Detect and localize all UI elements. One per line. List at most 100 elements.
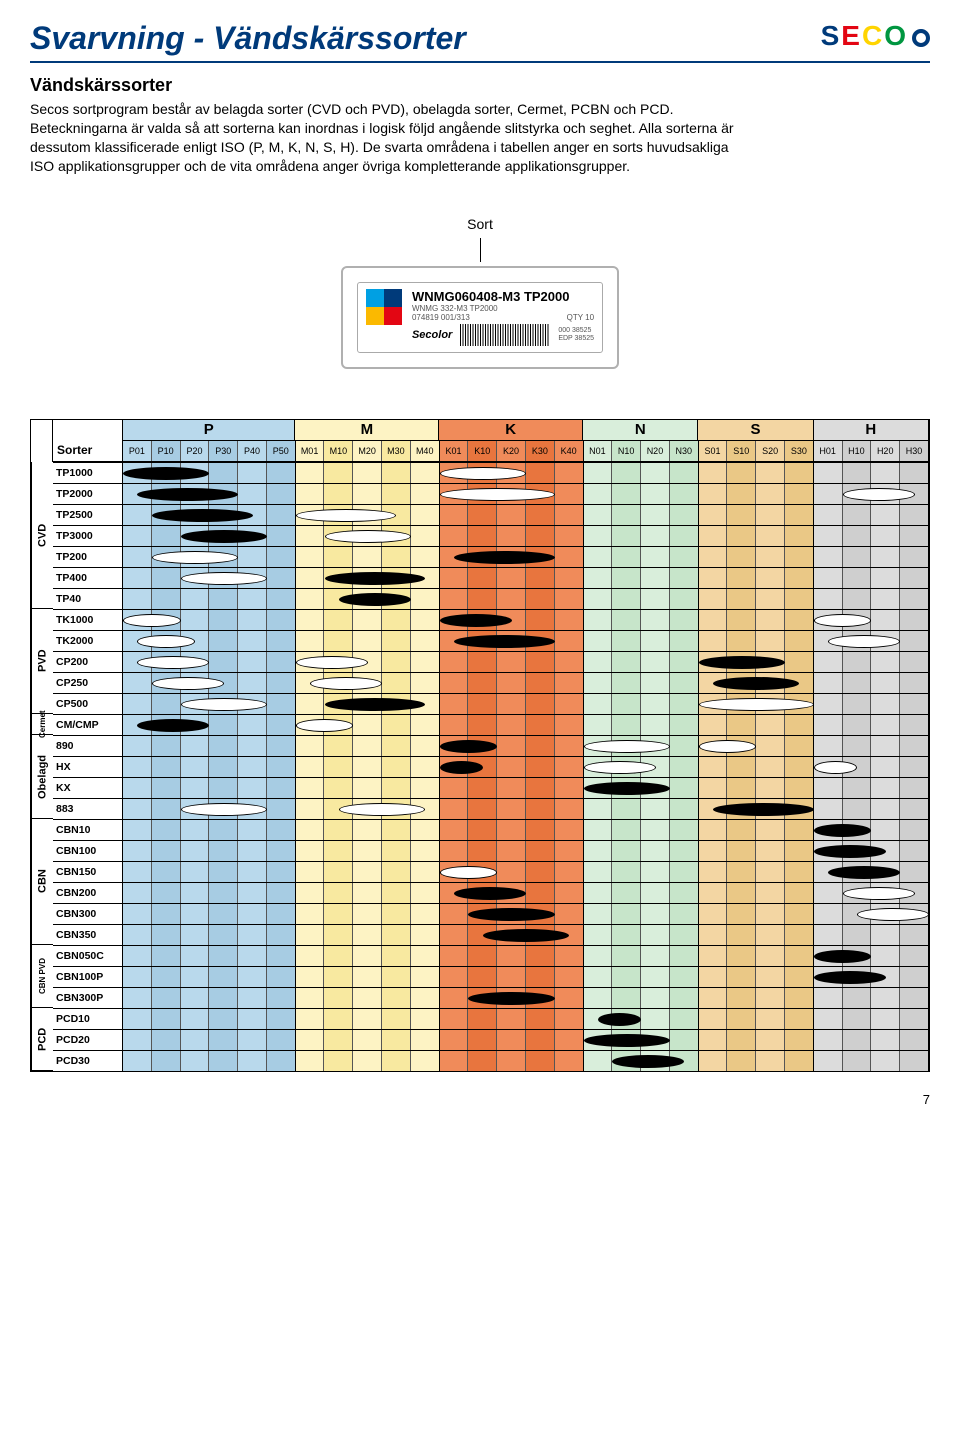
row-label: HX [53, 756, 123, 777]
subcol-header: P50 [267, 441, 296, 461]
range-marker [296, 719, 354, 732]
data-row [123, 525, 929, 546]
data-row [123, 462, 929, 483]
data-row [123, 588, 929, 609]
row-label: TP1000 [53, 462, 123, 483]
row-label: CBN100 [53, 840, 123, 861]
range-marker [584, 782, 670, 795]
subcol-header: M10 [324, 441, 353, 461]
range-marker [454, 635, 555, 648]
subcol-header: H10 [843, 441, 872, 461]
vgroup-label: PVD [31, 609, 53, 714]
row-label: PCD10 [53, 1008, 123, 1029]
range-marker [181, 803, 267, 816]
range-marker [713, 677, 799, 690]
range-marker [152, 551, 238, 564]
subcol-header: M30 [382, 441, 411, 461]
label-sub1: WNMG 332-M3 TP2000 [412, 304, 594, 313]
corner-label: Sorter [53, 420, 123, 462]
subcol-header: K10 [468, 441, 497, 461]
range-marker [814, 761, 857, 774]
range-marker [440, 614, 512, 627]
data-row [123, 1029, 929, 1050]
group-header: M [295, 420, 439, 440]
page-title: Svarvning - Vändskärssorter [30, 20, 466, 57]
data-row [123, 903, 929, 924]
data-row [123, 924, 929, 945]
data-row [123, 672, 929, 693]
row-label: 890 [53, 735, 123, 756]
subcol-header: N10 [612, 441, 641, 461]
data-row [123, 798, 929, 819]
range-marker [440, 761, 483, 774]
row-label: CP500 [53, 693, 123, 714]
group-header: P [123, 420, 295, 440]
range-marker [828, 866, 900, 879]
group-header: H [814, 420, 929, 440]
vgroup-label: Obelagd [31, 735, 53, 819]
range-marker [814, 950, 872, 963]
row-label: TP40 [53, 588, 123, 609]
range-marker [612, 1055, 684, 1068]
range-marker [339, 593, 411, 606]
range-marker [857, 908, 929, 921]
range-marker [137, 635, 195, 648]
data-row [123, 840, 929, 861]
range-marker [454, 887, 526, 900]
range-marker [440, 866, 498, 879]
range-marker [440, 740, 498, 753]
subcol-header: M20 [353, 441, 382, 461]
subcol-header: S10 [727, 441, 756, 461]
subcol-header: S01 [699, 441, 728, 461]
row-label: PCD30 [53, 1050, 123, 1071]
subtitle: Vändskärssorter [30, 75, 930, 96]
row-label: KX [53, 777, 123, 798]
range-marker [584, 761, 656, 774]
barcode-icon [460, 324, 550, 346]
data-row [123, 966, 929, 987]
range-marker [468, 992, 554, 1005]
group-header: S [698, 420, 813, 440]
row-label: TP200 [53, 546, 123, 567]
secolor-text: Secolor [412, 329, 452, 341]
group-header: N [583, 420, 698, 440]
range-marker [598, 1013, 641, 1026]
row-label: CBN300 [53, 903, 123, 924]
subcol-header: H20 [871, 441, 900, 461]
label-main: WNMG060408-M3 TP2000 [412, 289, 594, 304]
subcol-header: P01 [123, 441, 152, 461]
vgroup-label: CBN PVD [31, 945, 53, 1008]
data-row [123, 1008, 929, 1029]
range-marker [325, 698, 426, 711]
subcol-header: K40 [555, 441, 584, 461]
range-marker [814, 845, 886, 858]
range-marker [137, 488, 238, 501]
data-row [123, 945, 929, 966]
range-marker [181, 698, 267, 711]
range-marker [468, 908, 554, 921]
data-row [123, 630, 929, 651]
row-label: CBN050C [53, 945, 123, 966]
subcol-header: S20 [756, 441, 785, 461]
row-label: TP3000 [53, 525, 123, 546]
grade-chart: CVDPVDCermetObelagdCBNCBN PVDPCD Sorter … [30, 419, 930, 1072]
row-label: TP400 [53, 567, 123, 588]
range-marker [137, 656, 209, 669]
subcol-header: P10 [152, 441, 181, 461]
range-marker [843, 488, 915, 501]
vgroup-label: CBN [31, 819, 53, 945]
data-row [123, 735, 929, 756]
range-marker [325, 572, 426, 585]
brand-logo: SECO [821, 20, 930, 52]
range-marker [152, 509, 253, 522]
data-row [123, 714, 929, 735]
range-marker [814, 971, 886, 984]
data-row [123, 861, 929, 882]
row-label: TK1000 [53, 609, 123, 630]
subcol-header: P20 [181, 441, 210, 461]
row-label: CP250 [53, 672, 123, 693]
range-marker [454, 551, 555, 564]
vgroup-label: CVD [31, 462, 53, 609]
range-marker [440, 467, 526, 480]
range-marker [440, 488, 555, 501]
